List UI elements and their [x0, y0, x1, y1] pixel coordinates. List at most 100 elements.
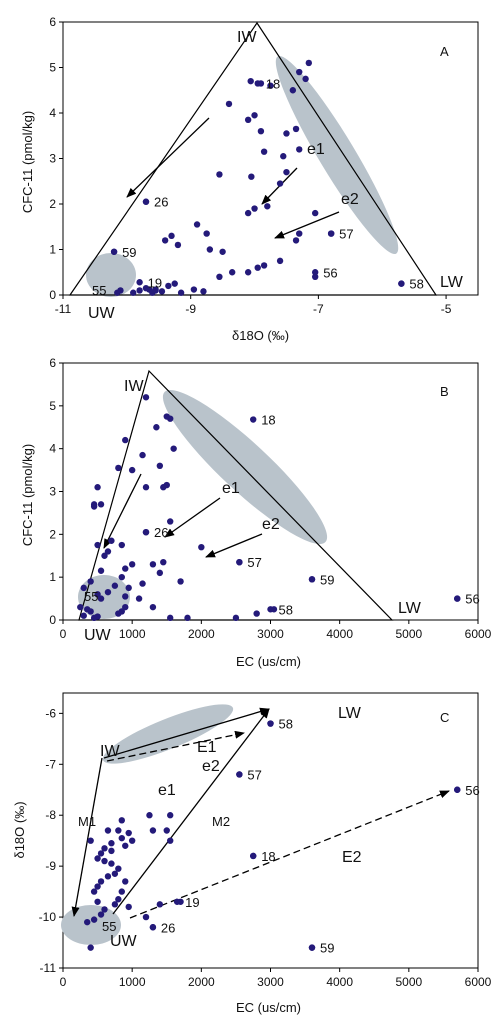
data-point — [160, 558, 167, 566]
data-point — [216, 171, 223, 178]
y-tick-label: 2 — [49, 197, 56, 211]
data-point — [167, 812, 174, 819]
data-point — [203, 230, 210, 237]
data-point — [118, 608, 125, 615]
panel-b-ellipse-label-55: 55 — [84, 589, 98, 604]
data-point — [97, 850, 105, 857]
labeled-data-point — [254, 80, 261, 87]
point-label-56: 56 — [465, 783, 479, 798]
data-point — [292, 237, 300, 244]
labeled-data-point — [236, 771, 243, 778]
data-point — [104, 588, 112, 596]
panel-c-arrow-label-E1: E1 — [197, 739, 217, 756]
data-point — [225, 100, 233, 108]
x-tick-label: 1000 — [119, 627, 146, 641]
data-point — [104, 827, 112, 834]
data-point — [280, 153, 287, 160]
labeled-data-point — [398, 280, 405, 287]
y-tick-label: -8 — [45, 808, 56, 822]
panel-c-em-uw: UW — [110, 933, 138, 950]
data-point — [139, 451, 146, 459]
panel-b-arrow-label-e2: e2 — [262, 516, 280, 533]
labeled-data-point — [308, 944, 316, 951]
panel-c-arrow-label-E2: E2 — [342, 849, 362, 866]
data-point — [244, 116, 252, 124]
x-tick-label: 6000 — [465, 975, 492, 989]
data-point — [142, 394, 150, 401]
x-tick-label: 5000 — [395, 975, 422, 989]
labeled-data-point — [454, 786, 461, 793]
panel-c-arrow-label-e1: e1 — [158, 782, 176, 799]
data-point — [97, 911, 105, 918]
y-tick-label: 3 — [49, 152, 56, 166]
labeled-data-point — [308, 576, 316, 583]
x-tick-label: 5000 — [395, 627, 422, 641]
data-point — [108, 537, 115, 544]
point-label-57: 57 — [247, 767, 261, 782]
mixing-arrow — [71, 757, 103, 917]
data-point — [115, 464, 122, 472]
data-point — [94, 484, 101, 491]
panel-c-letter: C — [440, 710, 449, 725]
mixing-arrow — [205, 533, 263, 558]
mixing-arrow — [112, 708, 270, 915]
panel-c-ticks: 0 1000 2000 3000 4000 5000 6000 -11 -10 -9 -8 -7 -6 — [39, 706, 492, 989]
data-point — [125, 584, 132, 592]
panel-a-points — [110, 59, 405, 296]
panel-c-x-label: EC (us/cm) — [236, 1000, 301, 1015]
data-point — [125, 829, 132, 837]
x-tick-label: 3000 — [257, 627, 284, 641]
data-point — [206, 246, 214, 253]
data-point — [171, 280, 178, 287]
labeled-data-point — [454, 595, 461, 602]
data-point — [276, 257, 284, 265]
data-point — [283, 130, 290, 137]
data-point — [80, 584, 87, 592]
data-point — [267, 82, 274, 89]
labeled-data-point — [136, 279, 143, 286]
panel-b-x-label: EC (us/cm) — [236, 654, 301, 669]
mixing-arrow — [129, 790, 450, 919]
y-tick-label: 6 — [49, 356, 56, 370]
labeled-data-point — [311, 269, 319, 276]
data-point — [125, 903, 132, 911]
data-point — [122, 603, 129, 611]
data-point — [254, 264, 261, 271]
y-tick-label: 4 — [49, 106, 56, 120]
point-label-26: 26 — [154, 195, 168, 210]
data-point — [117, 287, 124, 294]
data-point — [149, 827, 157, 834]
point-label-56: 56 — [323, 265, 337, 280]
panel-c-arrow-label-e2: e2 — [202, 758, 220, 775]
mixing-arrow — [106, 730, 245, 762]
y-tick-label: -11 — [40, 961, 57, 975]
labeled-data-point — [327, 230, 335, 237]
data-point — [156, 462, 164, 469]
data-point — [216, 273, 223, 280]
labeled-data-point — [267, 606, 274, 613]
labeled-data-point — [149, 924, 157, 931]
data-point — [158, 288, 166, 295]
panel-c-y-label: δ18O (‰) — [12, 801, 27, 858]
data-point — [94, 613, 101, 620]
data-point — [108, 847, 115, 855]
y-tick-label: 5 — [49, 399, 56, 413]
panel-a-arrow-label-e2: e2 — [341, 191, 359, 208]
panel-a-point-labels: 18 26 59 19 57 56 58 — [122, 76, 424, 291]
point-label-18: 18 — [266, 76, 280, 91]
x-tick-label: -11 — [55, 302, 72, 316]
data-point — [149, 561, 157, 568]
data-point — [276, 180, 284, 187]
data-point — [94, 541, 101, 549]
x-tick-label: 1000 — [119, 975, 146, 989]
panel-b-points — [77, 394, 461, 622]
data-point — [152, 286, 159, 293]
data-point — [111, 582, 119, 589]
data-point — [198, 543, 205, 551]
labeled-data-point — [250, 416, 257, 423]
y-tick-label: -9 — [45, 859, 56, 873]
data-point — [122, 593, 129, 600]
mixing-arrow — [164, 497, 221, 538]
